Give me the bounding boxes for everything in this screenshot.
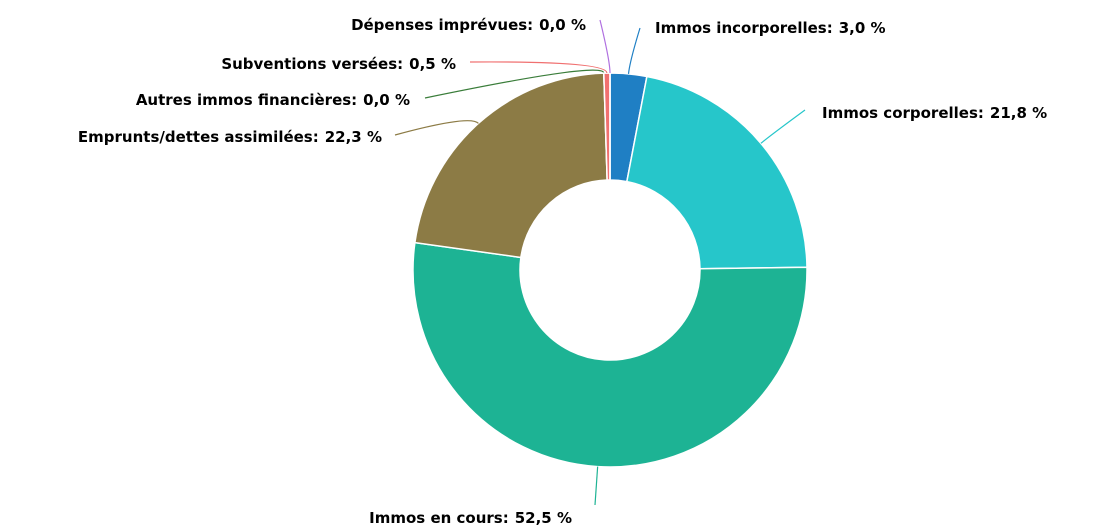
donut-slice	[414, 72, 608, 259]
connector	[627, 27, 641, 74]
data-label: Dépenses imprévues: 0,0 %	[351, 16, 586, 34]
data-label: Immos en cours: 52,5 %	[369, 509, 572, 526]
value-label: 0,0 %	[539, 16, 586, 34]
connector	[760, 109, 806, 144]
value-label: 3,0 %	[839, 19, 886, 37]
value-label: 22,3 %	[325, 128, 382, 146]
category-name: Subventions versées:	[221, 55, 403, 73]
connector	[594, 466, 599, 506]
data-label: Emprunts/dettes assimilées: 22,3 %	[78, 128, 382, 146]
data-label: Immos incorporelles: 3,0 %	[655, 19, 886, 37]
category-name: Immos incorporelles:	[655, 19, 833, 37]
data-label: Subventions versées: 0,5 %	[221, 55, 456, 73]
donut-slice	[625, 75, 808, 270]
value-label: 0,0 %	[363, 91, 410, 109]
value-label: 21,8 %	[990, 104, 1047, 122]
value-label: 52,5 %	[515, 509, 572, 526]
data-label: Autres immos financières: 0,0 %	[136, 91, 410, 109]
category-name: Immos corporelles:	[822, 104, 984, 122]
category-name: Emprunts/dettes assimilées:	[78, 128, 319, 146]
category-name: Immos en cours:	[369, 509, 509, 526]
connector	[394, 120, 479, 136]
category-name: Dépenses imprévues:	[351, 16, 533, 34]
category-name: Autres immos financières:	[136, 91, 357, 109]
connector	[599, 19, 611, 74]
connector	[469, 61, 608, 74]
value-label: 0,5 %	[409, 55, 456, 73]
data-label: Immos corporelles: 21,8 %	[822, 104, 1047, 122]
connector	[424, 69, 605, 99]
donut-slice	[412, 241, 808, 468]
